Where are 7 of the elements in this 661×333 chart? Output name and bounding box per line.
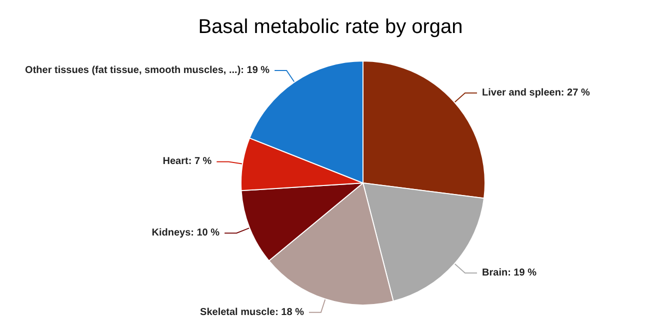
slice-label: Heart: 7 % <box>162 156 212 168</box>
slice-label: Liver and spleen: 27 % <box>482 88 590 99</box>
slice-label: Kidneys: 10 % <box>152 228 220 239</box>
slice-label: Skeletal muscle: 18 % <box>200 306 304 318</box>
slice-label: Other tissues (fat tissue, smooth muscles, ...): 19 % <box>25 65 270 76</box>
chart-title: Basal metabolic rate by organ <box>198 16 463 38</box>
slice-label: Brain: 19 % <box>482 267 537 278</box>
